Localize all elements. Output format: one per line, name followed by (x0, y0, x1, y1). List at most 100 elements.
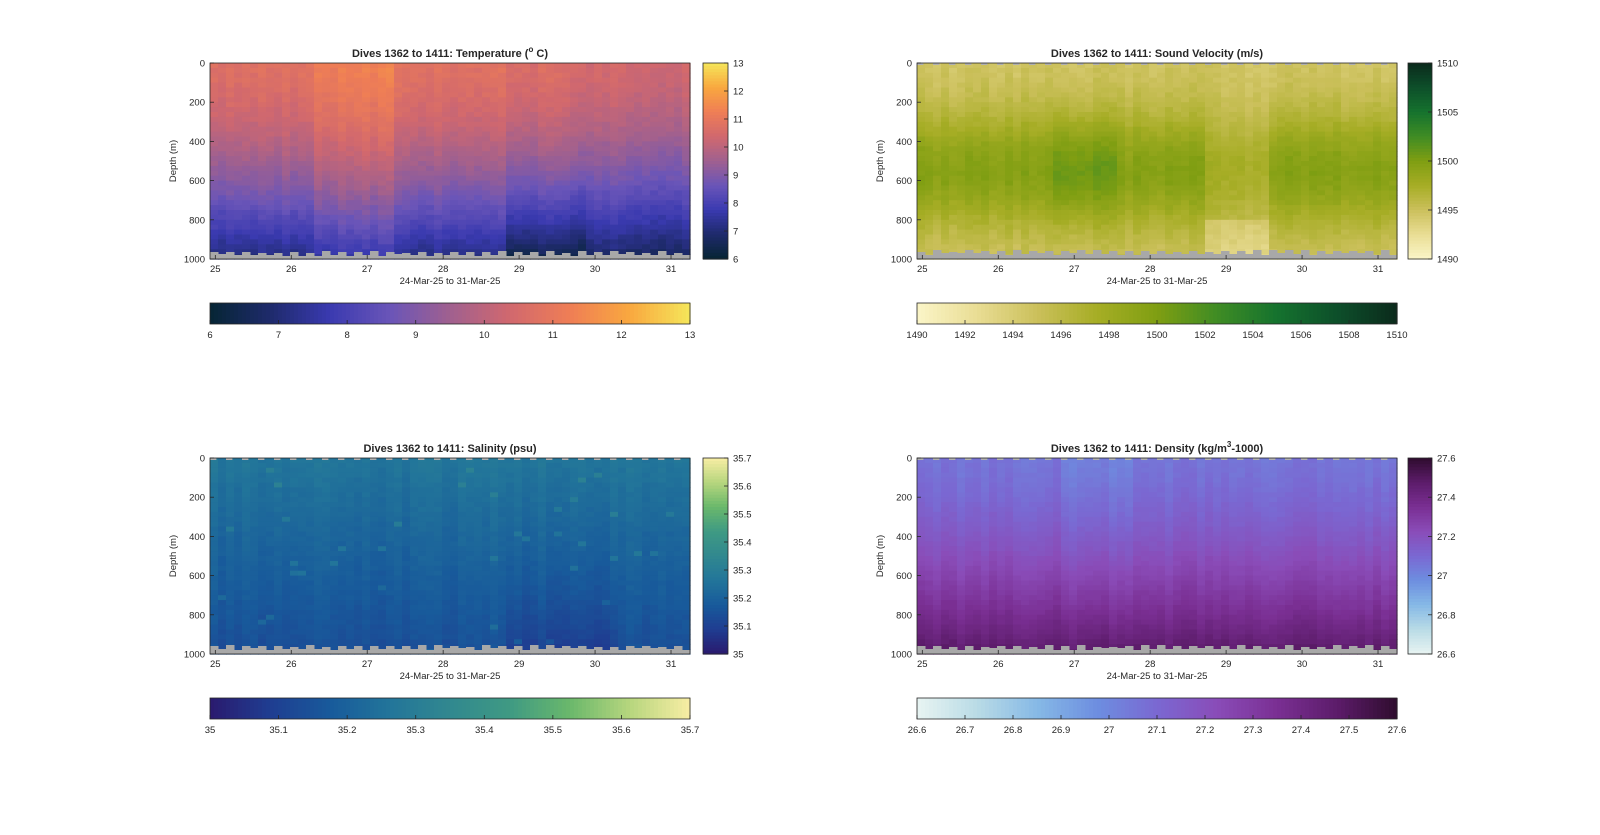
heatmap-cell (442, 166, 451, 172)
heatmap-cell (562, 117, 571, 123)
heatmap-cell (362, 132, 371, 138)
heatmap-cell (370, 181, 379, 187)
heatmap-cell (514, 83, 523, 89)
heatmap-cell (973, 63, 982, 69)
heatmap-cell (506, 239, 515, 245)
heatmap-cell (1237, 220, 1246, 226)
heatmap-cell (506, 88, 515, 94)
heatmap-cell (330, 235, 339, 241)
heatmap-cell (618, 200, 627, 206)
heatmap-cell (1325, 68, 1334, 74)
heatmap-cell (1101, 166, 1110, 172)
heatmap-cell (282, 195, 291, 201)
heatmap-cell (1053, 181, 1062, 187)
heatmap-cell (1109, 235, 1118, 241)
heatmap-cell (1045, 73, 1054, 79)
heatmap-cell (266, 176, 275, 182)
heatmap-cell (530, 63, 539, 69)
heatmap-cell (234, 186, 243, 192)
heatmap-cell (618, 239, 627, 245)
heatmap-cell (314, 156, 323, 162)
heatmap-cell (602, 137, 611, 143)
heatmap-cell (578, 102, 587, 108)
heatmap-cell (586, 235, 595, 241)
heatmap-cell (322, 127, 331, 133)
heatmap-cell (450, 97, 459, 103)
heatmap-cell (466, 190, 475, 196)
heatmap-cell (570, 83, 579, 89)
heatmap-cell (1237, 166, 1246, 172)
heatmap-cell (1213, 68, 1222, 74)
heatmap-cell (1109, 107, 1118, 113)
heatmap-cell (1285, 117, 1294, 123)
heatmap-cell (266, 68, 275, 74)
heatmap-cell (925, 68, 934, 74)
heatmap-cell (562, 107, 571, 113)
heatmap-cell (650, 141, 659, 147)
heatmap-cell (298, 88, 307, 94)
heatmap-cell (410, 205, 419, 211)
heatmap-cell (1237, 156, 1246, 162)
heatmap-cell (1317, 190, 1326, 196)
heatmap-cell (234, 215, 243, 221)
heatmap-cell (1189, 225, 1198, 231)
heatmap-cell (602, 117, 611, 123)
heatmap-cell (490, 210, 499, 216)
heatmap-cell (578, 68, 587, 74)
heatmap-cell (1189, 230, 1198, 236)
heatmap-cell (917, 107, 926, 113)
heatmap-cell (1213, 112, 1222, 118)
heatmap-cell (442, 117, 451, 123)
heatmap-cell (1069, 137, 1078, 143)
heatmap-cell (933, 235, 942, 241)
heatmap-cell (402, 146, 411, 152)
heatmap-cell (538, 78, 547, 84)
heatmap-cell (274, 176, 283, 182)
heatmap-cell (666, 122, 675, 128)
heatmap-cell (1189, 151, 1198, 157)
heatmap-cell (1133, 68, 1142, 74)
heatmap-cell (386, 195, 395, 201)
heatmap-cell (1189, 122, 1198, 128)
heatmap-cell (1301, 161, 1310, 167)
heatmap-cell (973, 171, 982, 177)
missing-data-cell (242, 252, 251, 259)
heatmap-cell (1333, 176, 1342, 182)
heatmap-cell (925, 239, 934, 245)
heatmap-cell (258, 92, 267, 98)
heatmap-cell (442, 83, 451, 89)
heatmap-cell (1021, 73, 1030, 79)
heatmap-cell (210, 83, 219, 89)
heatmap-cell (1317, 181, 1326, 187)
heatmap-cell (1269, 97, 1278, 103)
heatmap-cell (1349, 230, 1358, 236)
heatmap-cell (258, 200, 267, 206)
heatmap-cell (1285, 156, 1294, 162)
heatmap-cell (490, 166, 499, 172)
heatmap-cell (266, 88, 275, 94)
heatmap-cell (466, 225, 475, 231)
heatmap-cell (1061, 88, 1070, 94)
heatmap-cell (482, 190, 491, 196)
heatmap-cell (586, 78, 595, 84)
heatmap-cell (1357, 97, 1366, 103)
heatmap-cell (1189, 186, 1198, 192)
heatmap-cell (538, 195, 547, 201)
heatmap-cell (1045, 161, 1054, 167)
heatmap-cell (1045, 78, 1054, 84)
heatmap-cell (586, 195, 595, 201)
heatmap-cell (1317, 73, 1326, 79)
heatmap-cell (362, 151, 371, 157)
heatmap-cell (466, 102, 475, 108)
heatmap-cell (482, 146, 491, 152)
heatmap-cell (498, 181, 507, 187)
colorbar-swatch (674, 303, 679, 324)
heatmap-cell (1165, 235, 1174, 241)
heatmap-cell (1077, 210, 1086, 216)
heatmap-cell (1213, 83, 1222, 89)
heatmap-cell (1021, 190, 1030, 196)
heatmap-cell (1349, 151, 1358, 157)
heatmap-cell (426, 156, 435, 162)
heatmap-cell (338, 230, 347, 236)
heatmap-cell (370, 83, 379, 89)
